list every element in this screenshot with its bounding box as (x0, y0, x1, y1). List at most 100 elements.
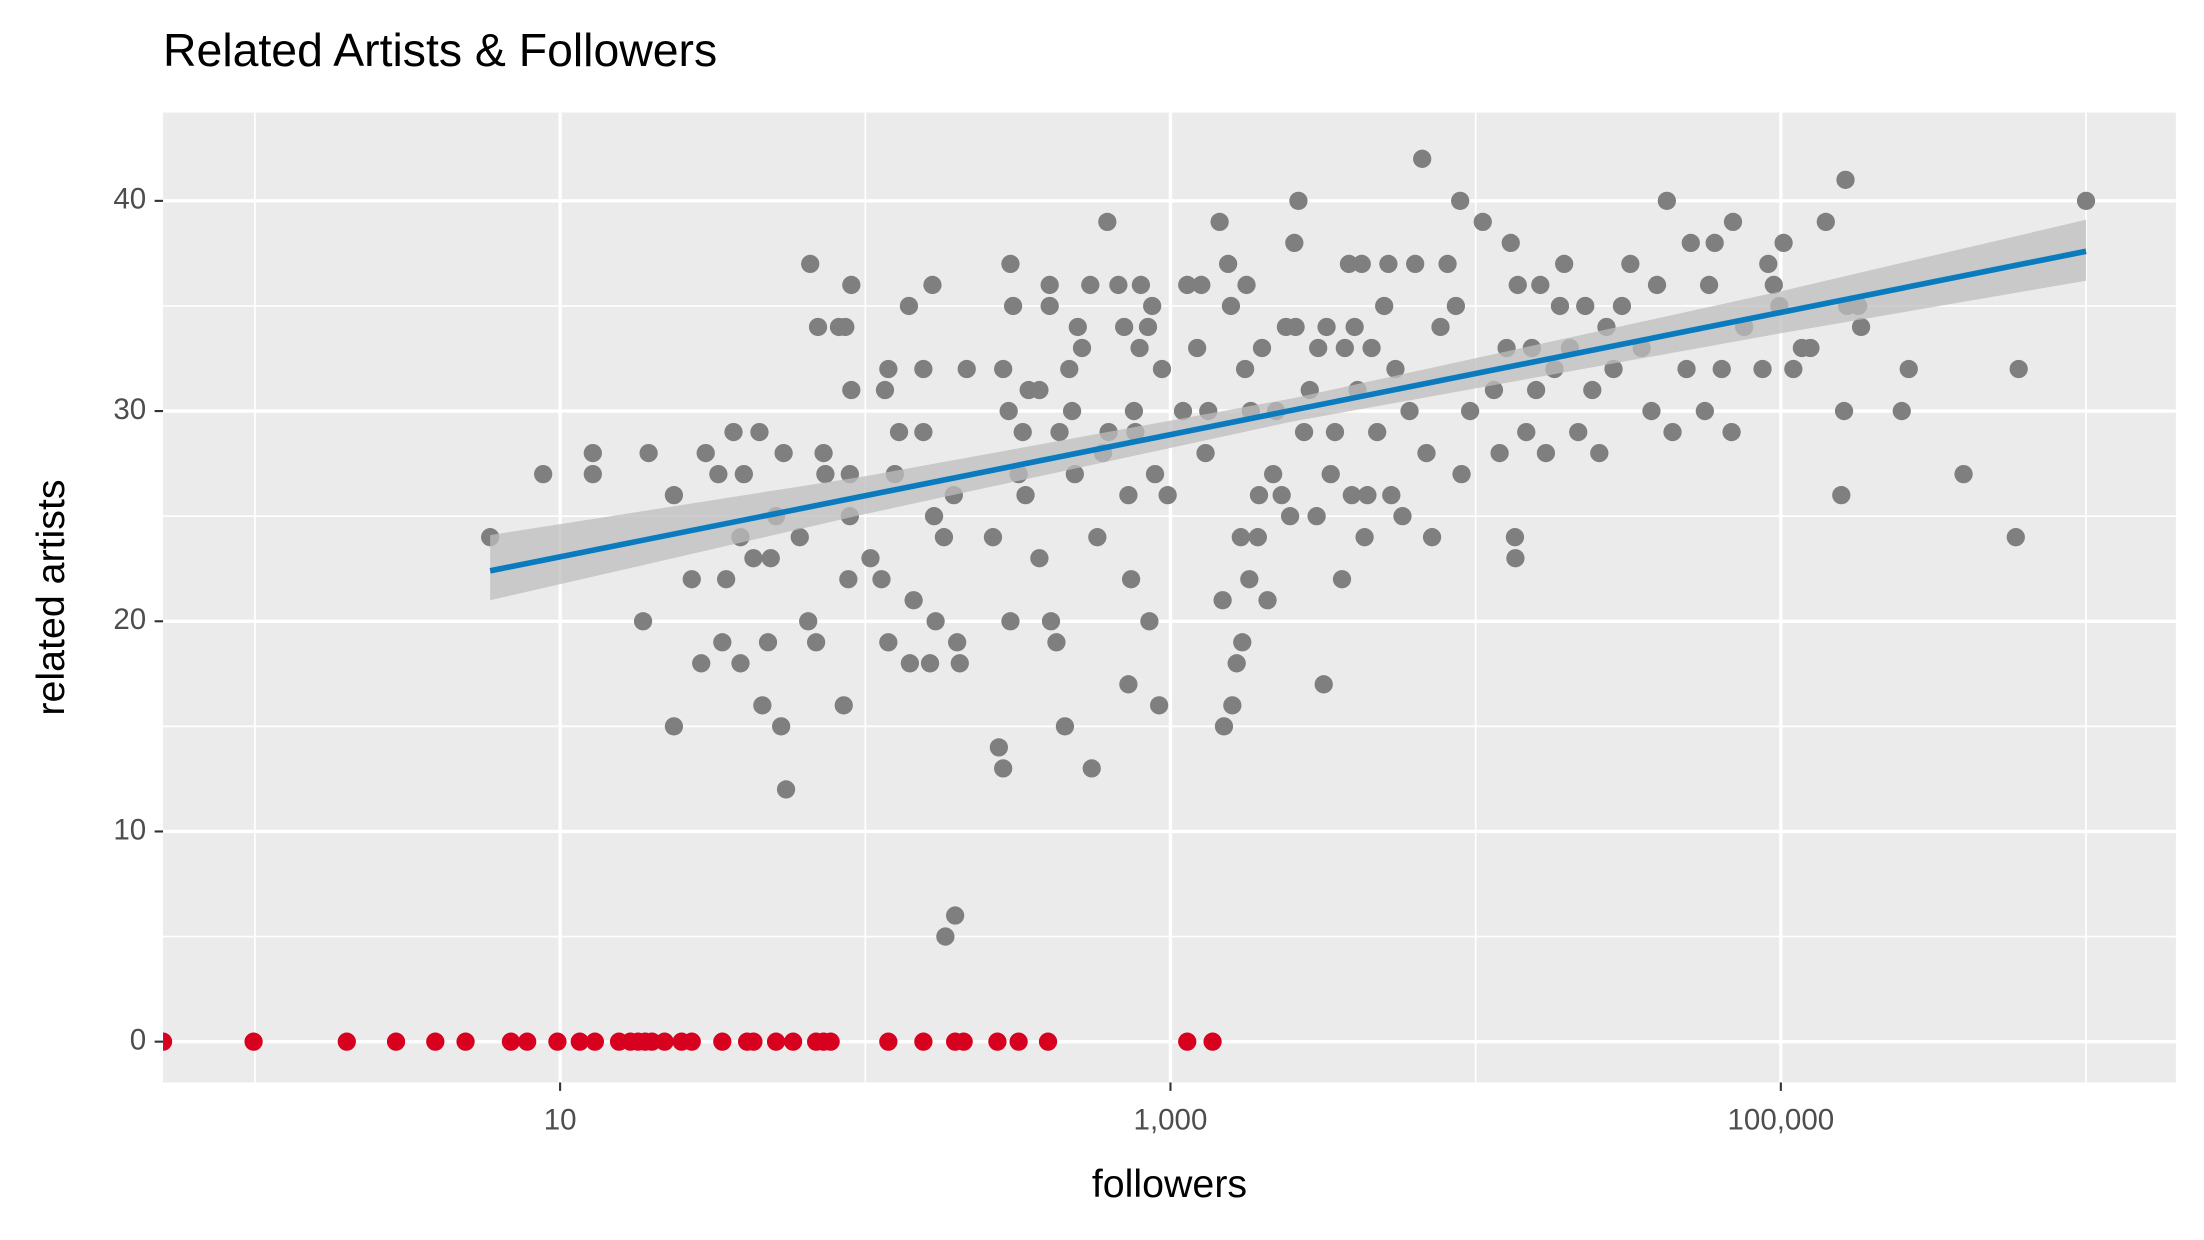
point (936, 927, 955, 946)
point (642, 1032, 662, 1051)
point (1264, 464, 1283, 484)
chart-title: Related Artists & Followers (163, 24, 717, 76)
point (1705, 233, 1724, 253)
point (900, 654, 920, 673)
point (1695, 401, 1714, 421)
point (1508, 275, 1527, 295)
point (814, 443, 833, 463)
point (842, 380, 861, 400)
point (1289, 191, 1308, 210)
point (1115, 317, 1134, 337)
point (1892, 401, 1911, 421)
point (1221, 296, 1241, 316)
point (1663, 422, 1682, 442)
point (1309, 338, 1328, 358)
point (821, 1032, 840, 1051)
point (1612, 296, 1632, 316)
point (696, 443, 715, 463)
point (1342, 486, 1361, 505)
point (1332, 570, 1352, 589)
point (1082, 759, 1101, 778)
point (1119, 675, 1138, 694)
point (808, 317, 828, 337)
point (456, 1032, 475, 1051)
y-axis-title: related artists (29, 479, 73, 715)
point (1490, 443, 1509, 463)
point (861, 549, 880, 568)
point (1003, 296, 1023, 316)
point (1954, 464, 1973, 484)
point (750, 422, 769, 442)
point (1836, 170, 1855, 189)
y-tick-label: 10 (113, 813, 146, 846)
point (1138, 317, 1158, 337)
point (1657, 191, 1677, 210)
point (244, 1032, 263, 1051)
point (717, 570, 736, 589)
point (1196, 443, 1215, 463)
point (1227, 654, 1246, 673)
point (744, 1032, 763, 1051)
point (1233, 633, 1252, 652)
point (772, 717, 791, 736)
point (872, 570, 891, 589)
point (923, 275, 942, 295)
point (879, 359, 898, 379)
y-tick-label: 30 (113, 393, 146, 426)
point (709, 464, 728, 484)
point (2009, 359, 2028, 379)
point (633, 612, 653, 631)
point (731, 654, 750, 673)
point (426, 1032, 445, 1051)
point (1446, 296, 1466, 316)
point (1047, 633, 1066, 652)
point (163, 1032, 173, 1051)
point (761, 549, 780, 568)
point (1081, 275, 1100, 295)
point (1386, 359, 1405, 379)
point (1131, 275, 1151, 295)
point (1590, 443, 1609, 463)
point (1178, 1032, 1197, 1051)
point (1816, 212, 1835, 232)
point (1451, 191, 1470, 210)
point (1088, 528, 1107, 547)
point (1280, 507, 1300, 526)
point (1473, 212, 1492, 232)
point (585, 1032, 605, 1051)
point (734, 464, 753, 484)
point (1382, 486, 1401, 505)
point (664, 717, 684, 736)
point (1647, 275, 1667, 295)
point (1317, 317, 1336, 337)
point (766, 1032, 786, 1051)
point (1764, 275, 1783, 295)
point (799, 612, 818, 631)
point (836, 317, 855, 337)
point (879, 633, 898, 652)
point (1723, 212, 1743, 232)
point (1240, 570, 1259, 589)
point (1041, 612, 1061, 631)
point (1050, 422, 1069, 442)
point (1517, 422, 1536, 442)
point (1203, 1032, 1222, 1051)
point (999, 401, 1018, 421)
point (875, 380, 895, 400)
point (1152, 359, 1172, 379)
x-tick-label: 1,000 (1134, 1104, 1208, 1137)
y-tick-label: 40 (113, 183, 146, 216)
point (1677, 359, 1696, 379)
point (1569, 422, 1588, 442)
point (1681, 233, 1700, 253)
point (1188, 338, 1207, 358)
point (934, 528, 954, 547)
point (1013, 422, 1032, 442)
point (1352, 254, 1371, 274)
point (914, 1032, 933, 1051)
point (1379, 254, 1398, 274)
point (957, 359, 976, 379)
point (1375, 296, 1394, 316)
point (1214, 717, 1234, 736)
point (1699, 275, 1719, 295)
